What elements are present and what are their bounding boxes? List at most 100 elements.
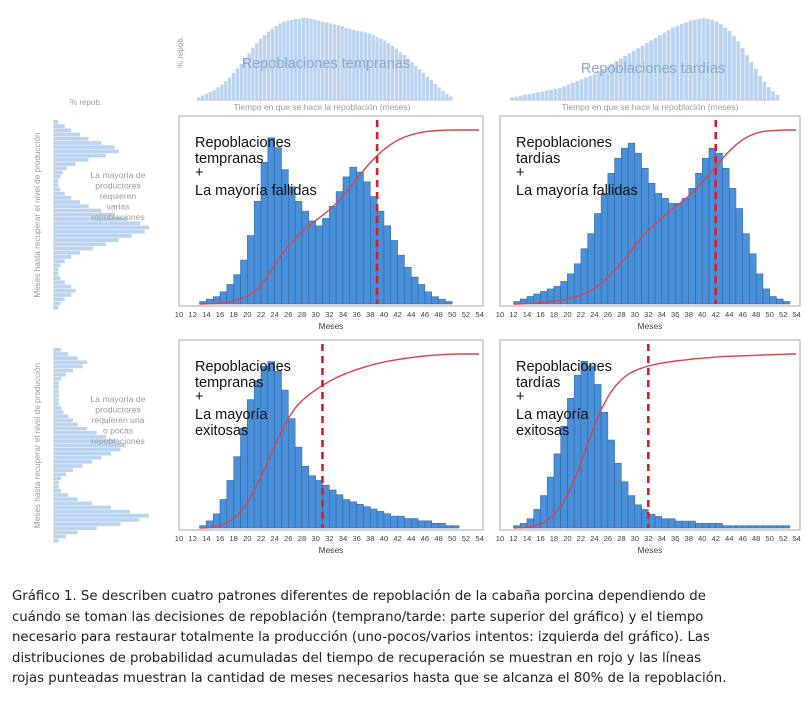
histogram-bar (600, 193, 609, 305)
histogram-bar (315, 225, 323, 305)
histogram-bar (573, 374, 582, 529)
top-marginal-bar (336, 25, 340, 100)
left-marginal-bar (54, 124, 65, 128)
left-marginal-bar (54, 255, 72, 259)
left-marginal-bar (54, 372, 66, 377)
left-marginal-bar (54, 464, 83, 468)
left-marginal-bar (54, 187, 61, 192)
top-marginal-bar (745, 55, 749, 100)
top-marginal-bar (398, 52, 402, 100)
top-marginal-bar (200, 95, 205, 100)
x-tick-label: 42 (393, 534, 401, 543)
figure-canvas: % repob. Repoblaciones tempranas Tiempo en… (33, 18, 801, 555)
top-marginal-bar (301, 18, 306, 100)
x-tick-label: 44 (407, 534, 415, 543)
panel-title-line: tempranas (195, 375, 264, 391)
histogram-bar (695, 173, 703, 305)
top-marginal-bar (557, 87, 562, 100)
histogram-bar (634, 504, 642, 529)
top-marginal-bar (348, 28, 352, 100)
x-tick-label: 16 (536, 534, 544, 543)
top-marginal-bar (523, 94, 527, 100)
x-tick-label: 16 (216, 310, 224, 319)
top-marginal-histogram: Repoblaciones tardías Tiempo en que se ha… (510, 18, 780, 112)
x-tick-label: 46 (421, 310, 429, 319)
left-marginal-bar (54, 377, 62, 381)
top-marginal-bar (514, 96, 519, 100)
x-tick-label: 20 (243, 310, 251, 319)
left-marginal-note: La mayoría de productores requieren varias r… (91, 170, 146, 222)
left-marginal-bar (54, 212, 115, 217)
left-marginal-bar (54, 501, 92, 506)
left-marginal-bar (54, 422, 78, 427)
x-tick-label: 44 (725, 534, 733, 543)
x-tick-label: 30 (631, 310, 639, 319)
histogram-bar (370, 508, 378, 529)
histogram-bar (782, 301, 791, 305)
x-tick-label: 54 (475, 310, 483, 319)
left-marginal-bar (54, 430, 97, 435)
left-marginal-bar (54, 179, 59, 183)
left-marginal-bar (54, 534, 66, 539)
histogram-bar (397, 515, 405, 529)
left-marginal-bar (54, 443, 126, 448)
top-marginal-bar (562, 86, 567, 100)
top-marginal-bar (679, 24, 684, 100)
histogram-bar (627, 142, 636, 305)
x-tick-label: 20 (563, 310, 571, 319)
top-marginal-bar (510, 97, 514, 100)
x-tick-label: 28 (617, 534, 625, 543)
histogram-bar (573, 263, 582, 305)
panel-title-line: La mayoría (195, 407, 268, 423)
left-marginal-bar (54, 401, 59, 406)
histogram-bar (681, 198, 690, 305)
histogram-panel: Repoblaciones tardías + La mayoría fallidas… (496, 115, 801, 331)
left-marginal-bar (54, 484, 59, 489)
top-marginal-bar (367, 33, 371, 100)
top-marginal-bar (740, 48, 745, 100)
top-marginal-bar (262, 35, 267, 100)
left-marginal-bar (54, 153, 106, 158)
x-tick-label: 26 (284, 310, 292, 319)
top-marginal-bar (418, 69, 422, 100)
x-tick-label: 42 (712, 310, 720, 319)
top-marginal-bar (208, 91, 212, 100)
x-tick-label: 30 (311, 310, 319, 319)
left-marginal-bar (54, 385, 59, 389)
histogram-bar (363, 181, 371, 305)
left-marginal-bar (54, 204, 89, 209)
left-marginal-bar (54, 509, 130, 514)
left-marginal-bar (54, 191, 65, 196)
top-marginal-bar (247, 53, 251, 100)
top-marginal-bar (394, 48, 399, 100)
histogram-bar (735, 208, 743, 305)
top-marginal-bar (421, 72, 426, 100)
left-marginal-bar (54, 393, 59, 398)
left-marginal-bar (54, 480, 59, 485)
cdf-line (513, 353, 796, 529)
x-tick-label: 32 (325, 310, 333, 319)
top-marginal-bar (627, 53, 632, 100)
top-marginal-bar (429, 80, 434, 100)
top-marginal-bar (701, 18, 706, 100)
histogram-bar (411, 518, 419, 529)
histogram-bar (560, 425, 568, 529)
panel-title-line: + (195, 389, 203, 405)
top-marginal-bar (414, 65, 418, 100)
top-marginal-bar (579, 79, 584, 100)
left-marginal-bar (54, 305, 59, 310)
top-marginal-bar (425, 76, 430, 100)
left-marginal-bar (54, 439, 116, 443)
left-marginal-bar (54, 293, 72, 297)
x-tick-label: 12 (509, 310, 517, 319)
top-marginal-bar (437, 87, 441, 100)
top-marginal-bar (570, 82, 575, 100)
histogram-bar (668, 203, 676, 305)
histogram-bar (749, 525, 757, 529)
top-marginal-bar (317, 20, 321, 101)
histogram-bar (621, 481, 629, 529)
histogram-bar (661, 518, 669, 529)
panel-title-line: La mayoría fallidas (516, 183, 638, 199)
panel-title-line: + (195, 165, 203, 181)
panel-title-line: La mayoría fallidas (195, 183, 317, 199)
